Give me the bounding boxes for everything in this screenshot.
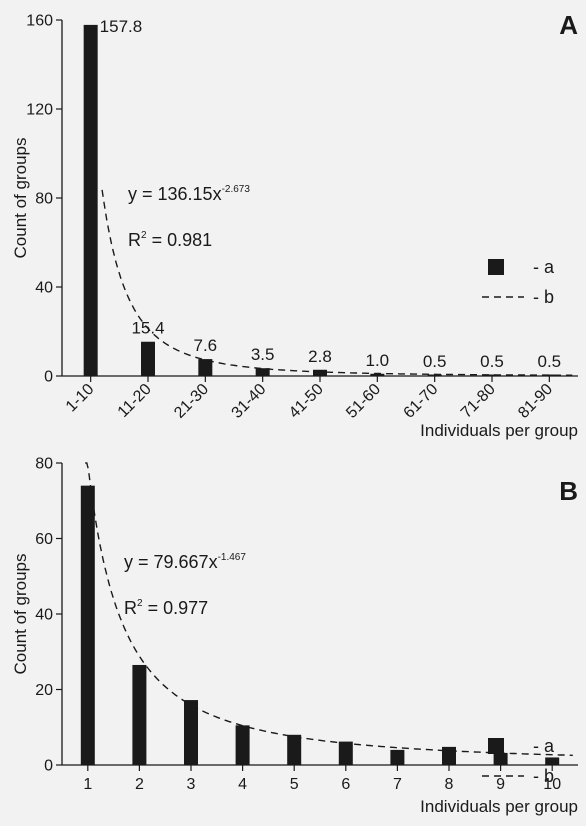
r-squared-symbol: R (124, 598, 137, 618)
bar (83, 24, 98, 377)
panel-letter: A (559, 10, 578, 40)
y-axis-title: Count of groups (11, 138, 30, 259)
x-tick-label: 5 (290, 776, 299, 793)
r-squared-sup: 2 (137, 598, 143, 609)
bar (313, 369, 327, 376)
bar (427, 374, 442, 376)
x-tick-label: 71-80 (458, 381, 499, 422)
y-tick-label: 0 (44, 369, 53, 386)
y-tick-label: 40 (35, 280, 53, 297)
x-tick-label: 2 (135, 776, 144, 793)
y-tick-label: 0 (44, 758, 53, 775)
x-axis-title: Individuals per group (420, 797, 578, 816)
bar (338, 741, 353, 765)
x-tick-label: 61-70 (401, 381, 442, 422)
x-tick-label: 6 (341, 776, 350, 793)
y-tick-label: 80 (35, 191, 53, 208)
fit-curve (101, 189, 573, 376)
fit-equation: y = 136.15x-2.673 (128, 184, 250, 204)
bar (442, 746, 456, 765)
x-tick-label: 1 (83, 776, 92, 793)
r-squared: R2 = 0.981 (128, 230, 212, 250)
legend: - a - b (482, 736, 555, 786)
legend-line-label: - b (533, 287, 554, 307)
fit-equation-exponent: -2.673 (222, 184, 251, 195)
bar (184, 700, 198, 765)
bar (493, 752, 508, 765)
y-tick-label: 60 (35, 531, 53, 548)
bar (132, 664, 147, 765)
x-tick-label: 1-10 (63, 381, 98, 416)
y-axis-title: Count of groups (11, 554, 30, 675)
r-squared-value: = 0.977 (143, 598, 209, 618)
bar (255, 368, 270, 376)
fit-equation-base: y = 79.667x (124, 552, 218, 572)
r-squared-symbol: R (128, 230, 141, 250)
chart-panel-b: 0 20 40 60 80 1 2 3 4 5 6 7 8 9 10 y = 79.667x-1.467 R2 … (11, 456, 578, 816)
x-tick-label: 3 (187, 776, 196, 793)
x-tick-label: 7 (393, 776, 402, 793)
x-tick-label: 51-60 (343, 381, 384, 422)
x-tick-label: 41-50 (286, 381, 327, 422)
data-label: 157.8 (100, 17, 143, 36)
bar (390, 749, 405, 765)
legend: - a - b (482, 257, 555, 307)
legend-bar-label: - a (533, 257, 555, 277)
bar (287, 734, 302, 765)
bar (141, 341, 155, 376)
bar (198, 359, 213, 376)
r-squared-value: = 0.981 (147, 230, 213, 250)
r-squared: R2 = 0.977 (124, 598, 208, 618)
x-tick-label: 10 (543, 776, 561, 793)
data-label: 1.0 (366, 351, 390, 370)
data-label: 3.5 (251, 345, 275, 364)
x-axis-title: Individuals per group (420, 421, 578, 440)
x-tick-label: 9 (496, 776, 505, 793)
y-tick-label: 40 (35, 607, 53, 624)
bar (370, 373, 385, 376)
x-tick-label: 4 (238, 776, 247, 793)
data-label: 2.8 (308, 347, 332, 366)
x-tick-label: 81-90 (515, 381, 556, 422)
legend-bar-swatch (488, 259, 504, 275)
y-tick-label: 20 (35, 682, 53, 699)
data-label: 0.5 (480, 352, 504, 371)
bar (80, 485, 95, 765)
chart-panel-a: 040801201601-10157.811-2015.421-307.631-… (11, 10, 578, 440)
x-tick-label: 11-20 (115, 381, 155, 421)
r-squared-sup: 2 (141, 230, 147, 241)
y-tick-label: 120 (26, 102, 53, 119)
data-label: 7.6 (194, 336, 218, 355)
x-tick-label: 21-30 (171, 381, 212, 422)
data-label: 0.5 (423, 352, 447, 371)
x-tick-label: 8 (445, 776, 454, 793)
fit-equation-base: y = 136.15x (128, 184, 222, 204)
x-tick-label: 31-40 (229, 381, 270, 422)
panel-letter: B (559, 476, 578, 506)
bar (485, 374, 499, 376)
data-label: 0.5 (538, 352, 562, 371)
bar (235, 725, 250, 765)
fit-equation-exponent: -1.467 (218, 552, 247, 563)
legend-line-label: - b (533, 766, 554, 786)
legend-bar-label: - a (533, 736, 555, 756)
bar (542, 374, 557, 376)
y-tick-label: 80 (35, 456, 53, 473)
bar (545, 757, 560, 765)
legend-bar-swatch (488, 738, 504, 754)
fit-equation: y = 79.667x-1.467 (124, 552, 246, 572)
y-tick-label: 160 (26, 13, 53, 30)
